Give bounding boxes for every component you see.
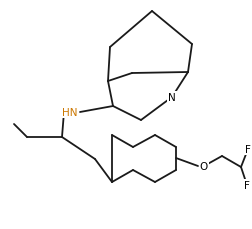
- Text: HN: HN: [62, 108, 78, 117]
- Text: F: F: [245, 144, 251, 154]
- Text: F: F: [244, 180, 250, 190]
- Text: O: O: [200, 161, 208, 171]
- Text: N: N: [168, 93, 176, 103]
